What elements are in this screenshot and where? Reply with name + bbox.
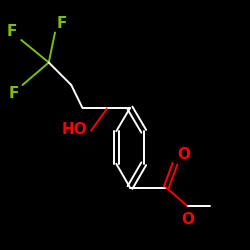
Text: O: O	[178, 147, 190, 162]
Text: F: F	[7, 24, 18, 39]
Text: HO: HO	[62, 122, 88, 137]
Text: F: F	[56, 16, 66, 30]
Text: O: O	[181, 212, 194, 228]
Text: F: F	[8, 86, 19, 101]
